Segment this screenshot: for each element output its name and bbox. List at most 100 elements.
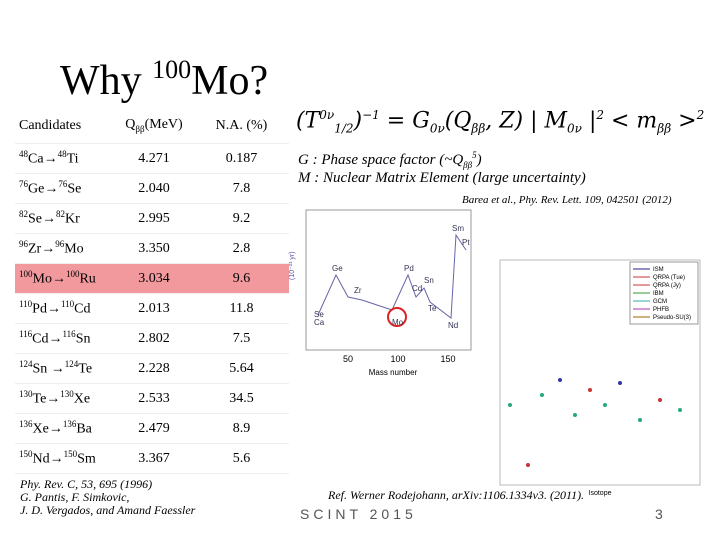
f: < m: [604, 108, 658, 134]
citation: Barea et al., Phy. Rev. Lett. 109, 04250…: [462, 194, 672, 206]
q-value: 2.228: [114, 353, 194, 384]
mass-number: 150: [63, 449, 78, 460]
table-row: 136Xe→136Ba 2.479 8.9: [15, 413, 289, 444]
element-label: Te: [428, 304, 437, 313]
element-label: Ge: [332, 264, 343, 273]
legend-label: Pseudo-SU(3): [653, 315, 691, 321]
note-g: G : Phase space factor (~Qββ5): [298, 150, 482, 170]
header-cell: Qββ(MeV): [114, 108, 194, 144]
f: 0ν: [567, 121, 582, 136]
element-label: Cd: [412, 284, 422, 293]
table-row: 76Ge→76Se 2.040 7.8: [15, 173, 289, 204]
table-row: 150Nd→150Sm 3.367 5.6: [15, 443, 289, 474]
header-cell: N.A. (%): [194, 108, 289, 144]
element-label: Pt: [462, 238, 470, 247]
f: (T: [296, 108, 320, 134]
mass-number: 130: [60, 389, 74, 400]
f: >: [671, 108, 697, 134]
q-value: 3.350: [114, 233, 194, 264]
element-label: Pd: [404, 264, 414, 273]
mass-number: 136: [19, 419, 33, 430]
legend-label: QRPA (Jy): [653, 283, 681, 289]
arrow: →: [46, 301, 61, 317]
daughter-nucleus: Ba: [76, 421, 92, 437]
table-row: 82Se→82Kr 2.995 9.2: [15, 203, 289, 234]
arrow: →: [41, 241, 56, 257]
candidate-cell: 150Nd→150Sm: [15, 443, 114, 474]
q-value: 4.271: [114, 143, 194, 174]
table-row: 110Pd→110Cd 2.013 11.8: [15, 293, 289, 324]
mo-highlight: [387, 307, 407, 327]
q-value: 2.533: [114, 383, 194, 414]
title-sup: 100: [152, 55, 192, 84]
element-label: Zr: [354, 286, 362, 295]
parent-nucleus: Se: [28, 211, 42, 227]
q-value: 2.040: [114, 173, 194, 204]
daughter-nucleus: Mo: [64, 241, 84, 257]
candidate-cell: 116Cd→116Sn: [15, 323, 114, 354]
parent-nucleus: Cd: [32, 331, 49, 347]
table-row: 100Mo→100Ru 3.034 9.6: [15, 263, 289, 294]
daughter-nucleus: Se: [67, 181, 82, 197]
title-text: Mo?: [191, 58, 269, 104]
f: −1: [362, 108, 380, 122]
f: = G: [379, 108, 430, 134]
table-row: 116Cd→116Sn 2.802 7.5: [15, 323, 289, 354]
mass-number: 48: [57, 149, 67, 160]
legend-label: PHFB: [653, 307, 669, 313]
daughter-nucleus: Sn: [75, 331, 91, 347]
f: ): [353, 108, 363, 134]
header-text: N.A. (%): [215, 117, 268, 133]
title: Why 100Mo?: [60, 55, 268, 105]
f: 2: [596, 108, 605, 122]
t: G : Phase space factor (~Q: [298, 152, 464, 168]
parent-nucleus: Ge: [28, 181, 45, 197]
mass-number: 100: [65, 269, 80, 280]
daughter-nucleus: Ru: [79, 271, 96, 287]
abundance: 8.9: [194, 413, 289, 444]
candidate-cell: 130Te→130Xe: [15, 383, 114, 414]
element-label: Sm: [452, 224, 464, 233]
mass-number: 130: [19, 389, 33, 400]
arrow: →: [42, 211, 56, 227]
f: 2: [696, 108, 705, 122]
y-label: (10⁻²¹ yr): [289, 251, 296, 280]
ref-line: Phy. Rev. C, 53, 695 (1996): [20, 477, 153, 491]
f: ββ: [657, 121, 672, 136]
element-label: Nd: [448, 321, 458, 330]
candidate-cell: 136Xe→136Ba: [15, 413, 114, 444]
mass-number: 96: [55, 239, 65, 250]
mass-number: 110: [19, 299, 33, 310]
mass-number: 150: [19, 449, 33, 460]
daughter-nucleus: Kr: [65, 211, 80, 227]
arrow: →: [44, 181, 59, 197]
table-row: 130Te→130Xe 2.533 34.5: [15, 383, 289, 414]
table-row: 48Ca→48Ti 4.271 0.187: [15, 143, 289, 174]
abundance: 11.8: [194, 293, 289, 324]
ref-line: J. D. Vergados, and Amand Faessler: [20, 503, 196, 517]
mass-number: 76: [58, 179, 68, 190]
x-tick-label: 50: [343, 354, 353, 364]
ref-line: G. Pantis, F. Simkovic,: [20, 490, 130, 504]
note-m: M : Nuclear Matrix Element (large uncert…: [298, 170, 586, 186]
header-row: Candidates Qββ(MeV) N.A. (%): [15, 108, 289, 144]
f: 1/2: [334, 121, 354, 136]
arrow: →: [49, 451, 64, 467]
candidate-cell: 124Sn →124Te: [15, 353, 114, 384]
x-tick-label: 100: [390, 354, 405, 364]
q-value: 2.013: [114, 293, 194, 324]
x-axis-title: Isotope: [589, 490, 612, 497]
arrow: →: [43, 151, 58, 167]
header-text: Candidates: [19, 117, 82, 133]
mass-number: 124: [19, 359, 33, 370]
q-value: 3.034: [114, 263, 194, 294]
table-row: 96Zr→96Mo 3.350 2.8: [15, 233, 289, 264]
abundance: 5.6: [194, 443, 289, 474]
arrow: →: [47, 361, 65, 377]
parent-nucleus: Ca: [28, 151, 44, 167]
q-value: 2.995: [114, 203, 194, 234]
arrow: →: [48, 421, 63, 437]
ref-left: Phy. Rev. C, 53, 695 (1996) G. Pantis, F.…: [20, 478, 195, 517]
legend-label: IBM: [653, 291, 664, 297]
